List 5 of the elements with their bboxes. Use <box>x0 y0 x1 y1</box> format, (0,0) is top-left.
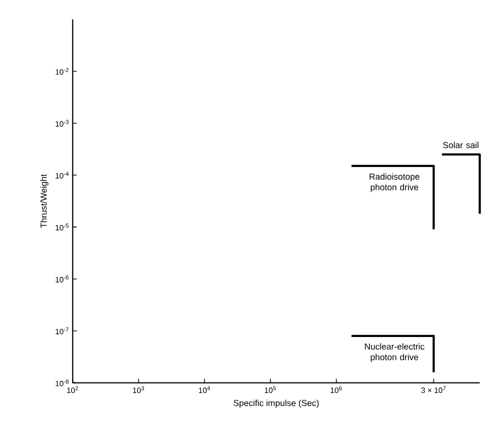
series-label: Nuclear-electric photon drive <box>364 343 424 362</box>
series-label: Radioisotope photon drive <box>370 173 420 192</box>
y-axis-title: Thrust/Weight <box>40 174 48 228</box>
x-axis-title: Specific impulse (Sec) <box>234 400 319 408</box>
series-label: Solar sail <box>443 142 478 148</box>
